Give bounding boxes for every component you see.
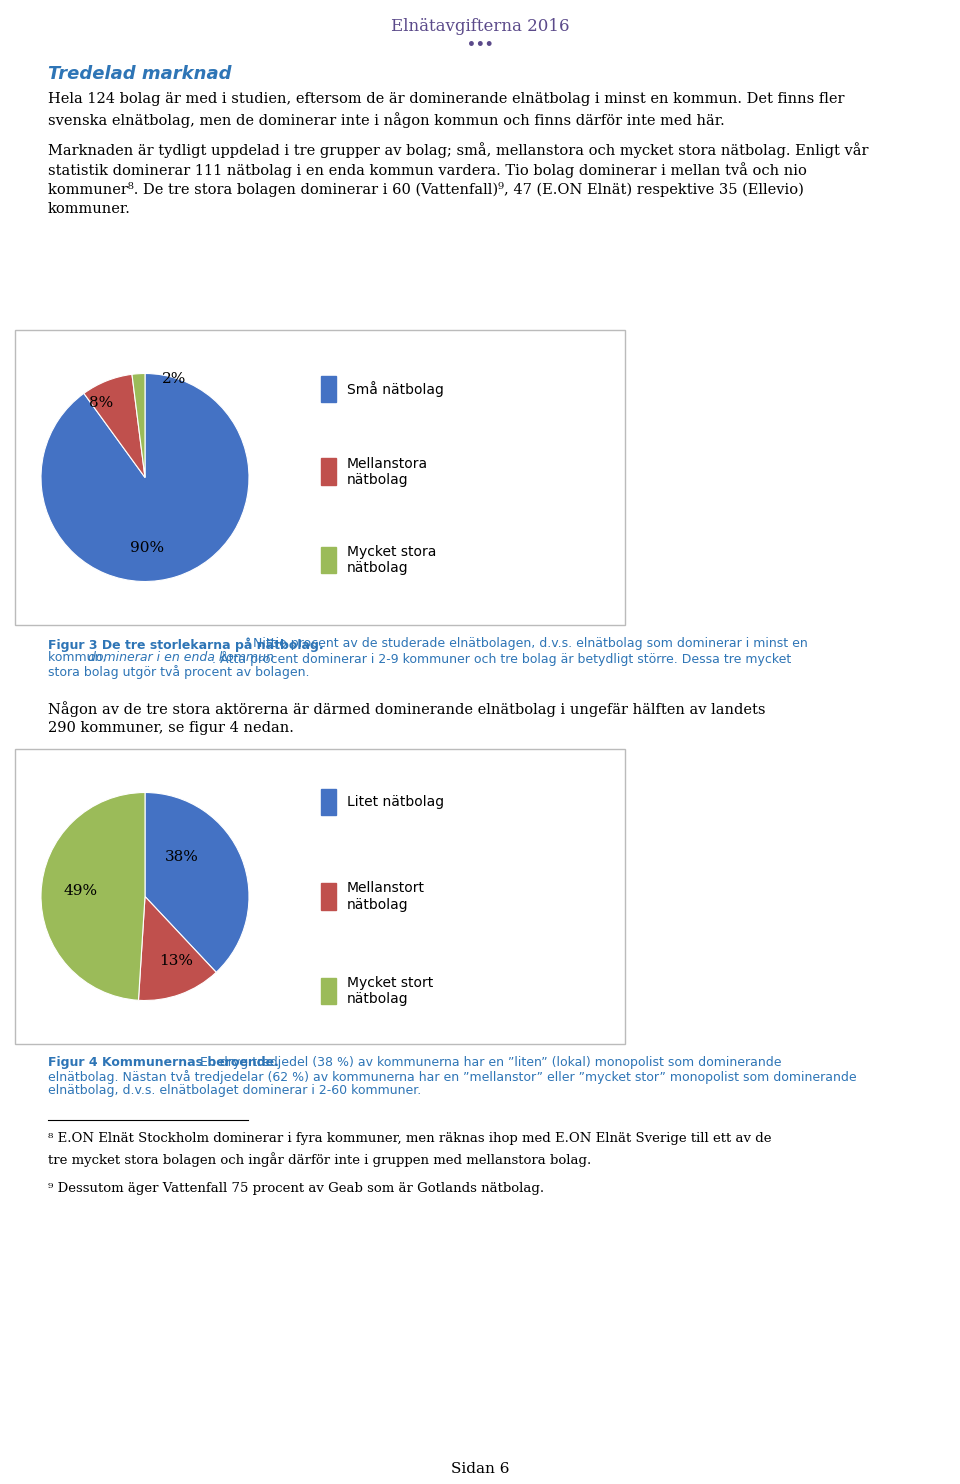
Text: En dryg tredjedel (38 %) av kommunerna har en ”liten” (lokal) monopolist som dom: En dryg tredjedel (38 %) av kommunerna h…	[196, 1057, 781, 1068]
Text: elnätbolag, d.v.s. elnätbolaget dominerar i 2-60 kommuner.: elnätbolag, d.v.s. elnätbolaget dominera…	[48, 1083, 421, 1097]
Wedge shape	[132, 374, 145, 478]
Text: kommuner.: kommuner.	[48, 202, 131, 217]
Text: kommun,: kommun,	[48, 651, 110, 663]
Bar	[321, 546, 336, 573]
Text: 8%: 8%	[89, 396, 113, 410]
Bar	[321, 789, 336, 815]
Text: 13%: 13%	[159, 954, 193, 968]
Bar	[321, 883, 336, 910]
Text: statistik dominerar 111 nätbolag i en enda kommun vardera. Tio bolag dominerar i: statistik dominerar 111 nätbolag i en en…	[48, 162, 806, 178]
Text: 38%: 38%	[164, 850, 199, 864]
Text: Figur 4 Kommunernas beroende.: Figur 4 Kommunernas beroende.	[48, 1057, 278, 1068]
Text: . Åtta procent dominerar i 2-9 kommuner och tre bolag är betydligt större. Dessa: . Åtta procent dominerar i 2-9 kommuner …	[212, 651, 792, 666]
Text: Någon av de tre stora aktörerna är därmed dominerande elnätbolag i ungefär hälft: Någon av de tre stora aktörerna är därme…	[48, 700, 765, 717]
Text: 90%: 90%	[130, 542, 164, 555]
Text: ⁹ Dessutom äger Vattenfall 75 procent av Geab som är Gotlands nätbolag.: ⁹ Dessutom äger Vattenfall 75 procent av…	[48, 1181, 544, 1195]
Wedge shape	[41, 792, 145, 1000]
Text: kommuner⁸. De tre stora bolagen dominerar i 60 (Vattenfall)⁹, 47 (E.ON Elnät) re: kommuner⁸. De tre stora bolagen dominera…	[48, 183, 804, 197]
Text: Mellanstort
nätbolag: Mellanstort nätbolag	[347, 881, 425, 911]
Text: Mycket stora
nätbolag: Mycket stora nätbolag	[347, 545, 436, 576]
Wedge shape	[145, 792, 249, 972]
Text: stora bolag utgör två procent av bolagen.: stora bolag utgör två procent av bolagen…	[48, 665, 309, 680]
Text: Litet nätbolag: Litet nätbolag	[347, 795, 444, 809]
Text: Hela 124 bolag är med i studien, eftersom de är dominerande elnätbolag i minst e: Hela 124 bolag är med i studien, efterso…	[48, 92, 845, 105]
Text: Mycket stort
nätbolag: Mycket stort nätbolag	[347, 976, 433, 1006]
Bar	[321, 978, 336, 1005]
Bar	[15, 329, 625, 625]
Text: 49%: 49%	[63, 884, 98, 898]
Bar	[15, 749, 625, 1045]
Text: Tredelad marknad: Tredelad marknad	[48, 65, 231, 83]
Text: Sidan 6: Sidan 6	[451, 1462, 509, 1477]
Text: Små nätbolag: Små nätbolag	[347, 381, 444, 398]
Text: •••: •••	[467, 39, 493, 52]
Text: Elnätavgifterna 2016: Elnätavgifterna 2016	[391, 18, 569, 36]
Text: ⁸ E.ON Elnät Stockholm dominerar i fyra kommuner, men räknas ihop med E.ON Elnät: ⁸ E.ON Elnät Stockholm dominerar i fyra …	[48, 1132, 772, 1146]
Text: dominerar i en enda kommun: dominerar i en enda kommun	[87, 651, 274, 663]
Text: tre mycket stora bolagen och ingår därför inte i gruppen med mellanstora bolag.: tre mycket stora bolagen och ingår därfö…	[48, 1152, 591, 1166]
Text: 2%: 2%	[162, 371, 186, 386]
Wedge shape	[138, 896, 216, 1000]
Text: elnätbolag. Nästan två tredjedelar (62 %) av kommunerna har en ”mellanstor” elle: elnätbolag. Nästan två tredjedelar (62 %…	[48, 1070, 856, 1083]
Text: Mellanstora
nätbolag: Mellanstora nätbolag	[347, 457, 428, 487]
Bar	[321, 375, 336, 402]
Text: 290 kommuner, se figur 4 nedan.: 290 kommuner, se figur 4 nedan.	[48, 721, 294, 735]
Text: Figur 3 De tre storlekarna på nätbolag.: Figur 3 De tre storlekarna på nätbolag.	[48, 637, 324, 651]
Bar	[321, 459, 336, 485]
Wedge shape	[84, 374, 145, 478]
Text: Marknaden är tydligt uppdelad i tre grupper av bolag; små, mellanstora och mycke: Marknaden är tydligt uppdelad i tre grup…	[48, 142, 869, 157]
Wedge shape	[41, 374, 249, 582]
Text: svenska elnätbolag, men de dominerar inte i någon kommun och finns därför inte m: svenska elnätbolag, men de dominerar int…	[48, 111, 725, 128]
Text: Nittio procent av de studerade elnätbolagen, d.v.s. elnätbolag som dominerar i m: Nittio procent av de studerade elnätbola…	[249, 637, 807, 650]
